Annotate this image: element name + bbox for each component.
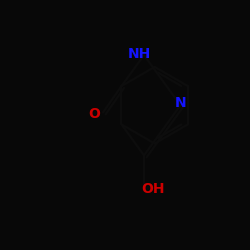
Text: NH: NH (128, 47, 151, 61)
Text: O: O (88, 107, 100, 121)
Text: N: N (175, 96, 186, 110)
Text: OH: OH (141, 182, 165, 196)
